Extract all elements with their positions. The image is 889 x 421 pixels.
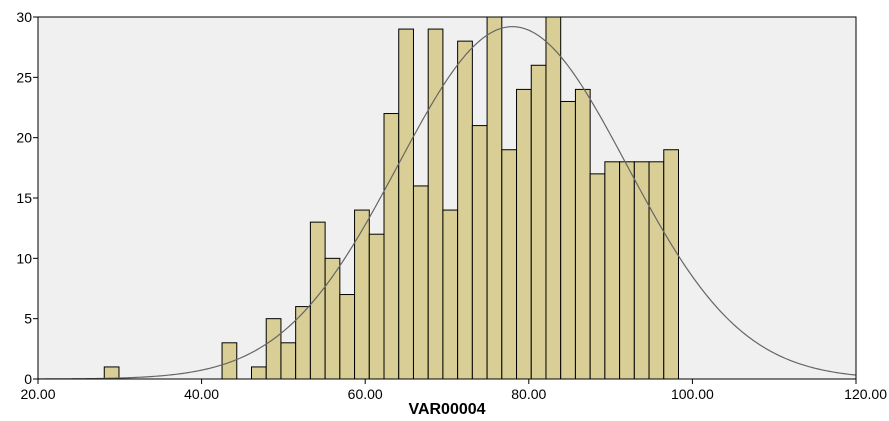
x-tick-label: 60.00 bbox=[348, 386, 383, 402]
y-tick-label: 25 bbox=[16, 69, 32, 85]
histogram-bar bbox=[574, 88, 591, 379]
histogram-bar bbox=[589, 173, 606, 379]
histogram-bar bbox=[486, 17, 503, 379]
histogram-bar bbox=[471, 125, 488, 379]
x-tick-label: 100.00 bbox=[671, 386, 714, 402]
histogram-bar bbox=[560, 100, 576, 379]
x-tick-label: 40.00 bbox=[184, 386, 219, 402]
histogram-bar bbox=[339, 294, 356, 379]
histogram-bar bbox=[412, 185, 429, 379]
histogram-bar bbox=[398, 28, 414, 379]
bars bbox=[103, 17, 679, 379]
histogram-bar bbox=[516, 88, 532, 379]
histogram-bar bbox=[633, 161, 650, 379]
histogram-bar bbox=[103, 366, 120, 379]
x-tick-label: 80.00 bbox=[511, 386, 546, 402]
y-tick-label: 5 bbox=[24, 311, 32, 327]
histogram-bar bbox=[619, 161, 635, 379]
x-tick-label: 20.00 bbox=[20, 386, 55, 402]
histogram-bar bbox=[383, 113, 400, 379]
histogram-bar bbox=[309, 221, 326, 379]
histogram-bar bbox=[501, 149, 518, 379]
axes: 0 5 10 15 20 25 30 20.00 40.00 60.00 80.00 100.00 12… bbox=[16, 9, 887, 402]
histogram-bar bbox=[604, 161, 621, 379]
histogram-bar bbox=[442, 209, 459, 379]
y-tick-label: 20 bbox=[16, 130, 32, 146]
histogram-bar bbox=[280, 342, 297, 379]
histogram-bar bbox=[265, 318, 282, 379]
histogram-bar bbox=[427, 28, 444, 379]
histogram-bar bbox=[545, 17, 562, 379]
histogram-bar bbox=[368, 233, 385, 379]
normal-curve bbox=[38, 26, 856, 379]
y-tick-label: 0 bbox=[24, 371, 32, 387]
histogram-bar bbox=[530, 64, 547, 379]
y-tick-label: 10 bbox=[16, 250, 32, 266]
y-tick-label: 30 bbox=[16, 9, 32, 25]
histogram-bar bbox=[663, 149, 679, 379]
x-axis-title: VAR00004 bbox=[408, 401, 485, 418]
y-tick-label: 15 bbox=[16, 190, 32, 206]
histogram-bar bbox=[648, 161, 665, 379]
histogram-bar bbox=[250, 366, 267, 379]
x-tick-label: 120.00 bbox=[844, 386, 887, 402]
histogram-bar bbox=[457, 40, 473, 379]
histogram-bar bbox=[354, 209, 370, 379]
